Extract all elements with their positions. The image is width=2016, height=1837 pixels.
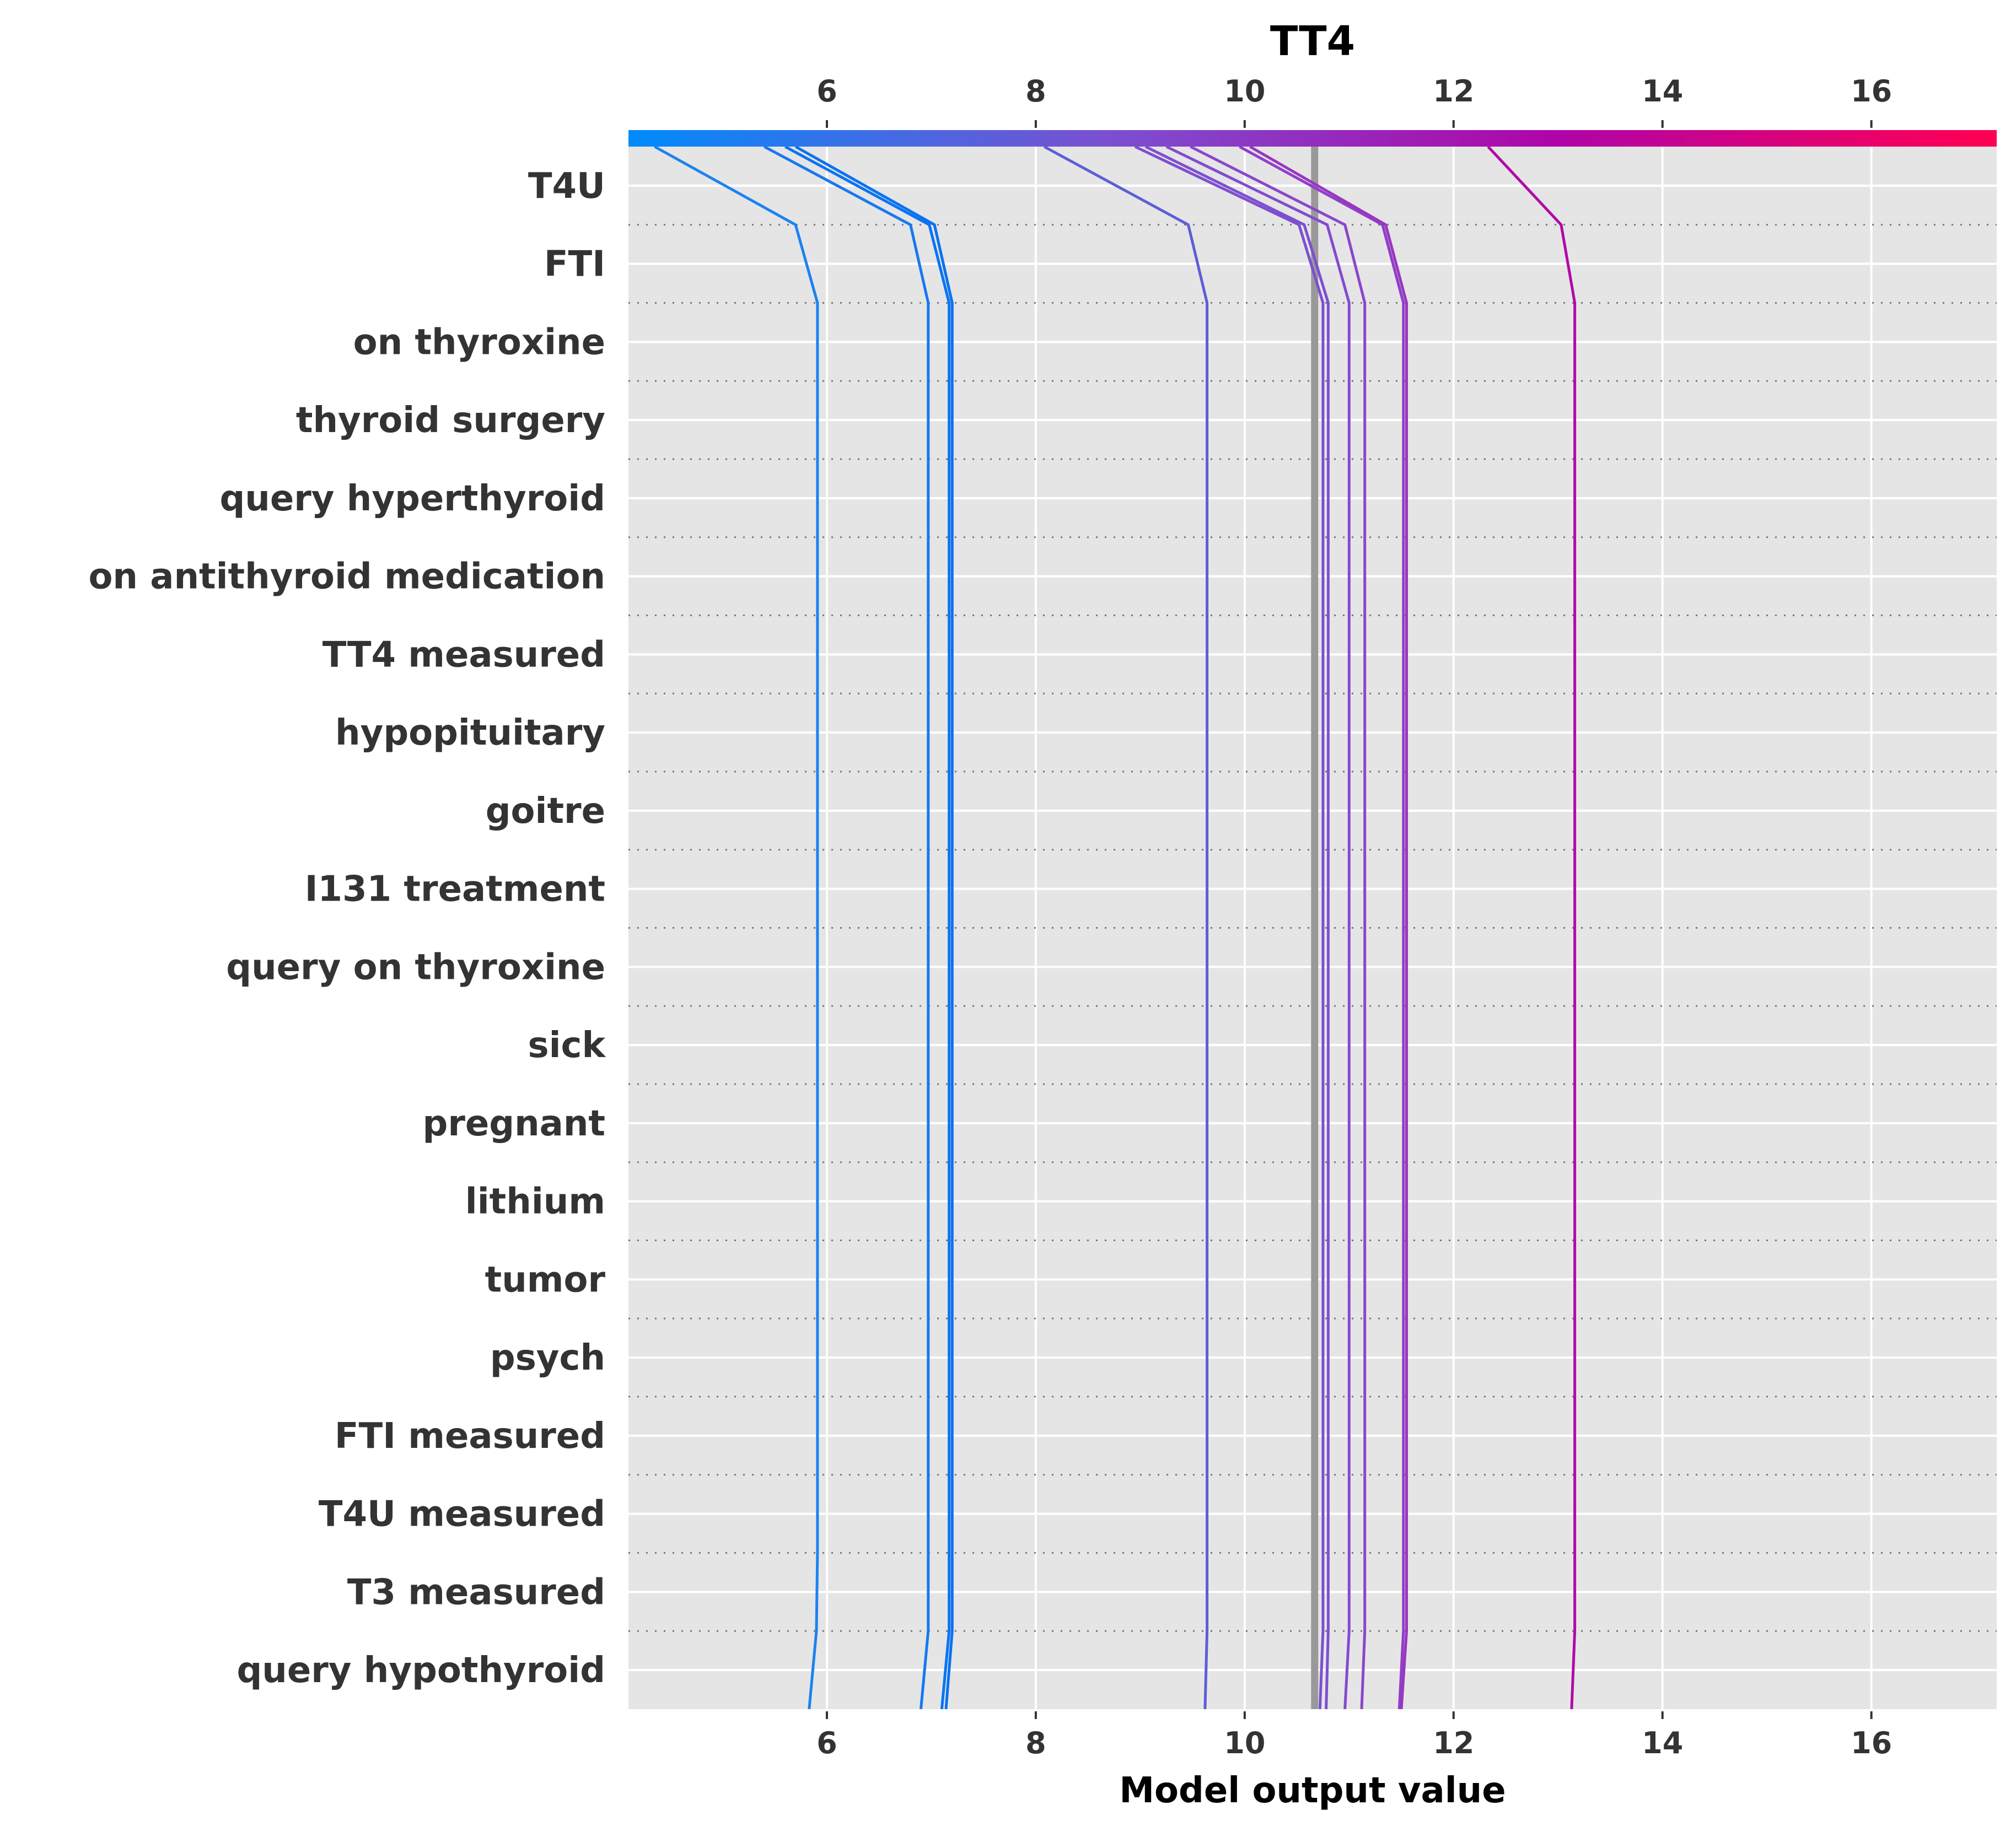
x-tick-label: 12 (1433, 74, 1474, 109)
feature-label: thyroid surgery (296, 400, 605, 441)
decision-path (1134, 145, 1325, 1710)
x-tick-labels-top: 6 8 10 12 14 16 (816, 74, 1892, 128)
decision-path (764, 145, 930, 1710)
decision-path (1043, 145, 1209, 1710)
x-tick-label: 14 (1642, 74, 1683, 109)
decision-path (784, 145, 951, 1710)
feature-label: T3 measured (347, 1572, 605, 1613)
feature-label: sick (528, 1025, 606, 1066)
x-tick-label: 14 (1642, 1726, 1683, 1760)
x-tick-label: 6 (816, 1726, 837, 1760)
feature-label: T4U (528, 166, 605, 207)
feature-label: tumor (485, 1259, 606, 1300)
decision-path (1165, 145, 1351, 1710)
feature-label: query hyperthyroid (219, 478, 605, 519)
feature-label: pregnant (423, 1103, 606, 1144)
x-tick-label: 8 (1025, 74, 1046, 109)
feature-label: TT4 measured (322, 634, 605, 675)
feature-label: FTI measured (335, 1416, 605, 1457)
feature-label: query on thyroxine (226, 947, 605, 988)
feature-label: on antithyroid medication (88, 557, 605, 597)
feature-label: lithium (465, 1182, 605, 1222)
decision-path (654, 145, 819, 1710)
feature-label: on thyroxine (353, 322, 605, 363)
x-tick-label: 12 (1433, 1726, 1474, 1760)
colorbar (628, 130, 1997, 147)
x-axis-title: Model output value (1119, 1770, 1506, 1811)
x-tick-labels-bottom: 6 8 10 12 14 16 (816, 1711, 1892, 1760)
x-tick-label: 10 (1224, 1726, 1265, 1760)
feature-label: query hypothyroid (236, 1650, 605, 1691)
decision-path (1190, 145, 1367, 1710)
feature-label: goitre (486, 791, 605, 832)
decision-path (1239, 145, 1405, 1710)
feature-label: I131 treatment (305, 869, 605, 910)
series-lines (654, 145, 1577, 1710)
x-tick-label: 6 (816, 74, 837, 109)
feature-labels: T4U FTI on thyroxine thyroid surgery query h… (88, 166, 606, 1691)
feature-label: FTI (544, 244, 605, 285)
x-tick-label: 8 (1025, 1726, 1046, 1760)
x-tick-label: 16 (1851, 74, 1892, 109)
decision-path (1144, 145, 1330, 1710)
feature-label: hypopituitary (335, 713, 605, 753)
feature-label: T4U measured (319, 1494, 605, 1535)
chart-title: TT4 (1270, 18, 1355, 65)
decision-path (794, 145, 954, 1710)
x-tick-label: 16 (1851, 1726, 1892, 1760)
decision-path (1487, 146, 1577, 1710)
feature-label: psych (490, 1338, 605, 1378)
x-tick-label: 10 (1224, 74, 1265, 109)
decision-path (1249, 145, 1408, 1710)
